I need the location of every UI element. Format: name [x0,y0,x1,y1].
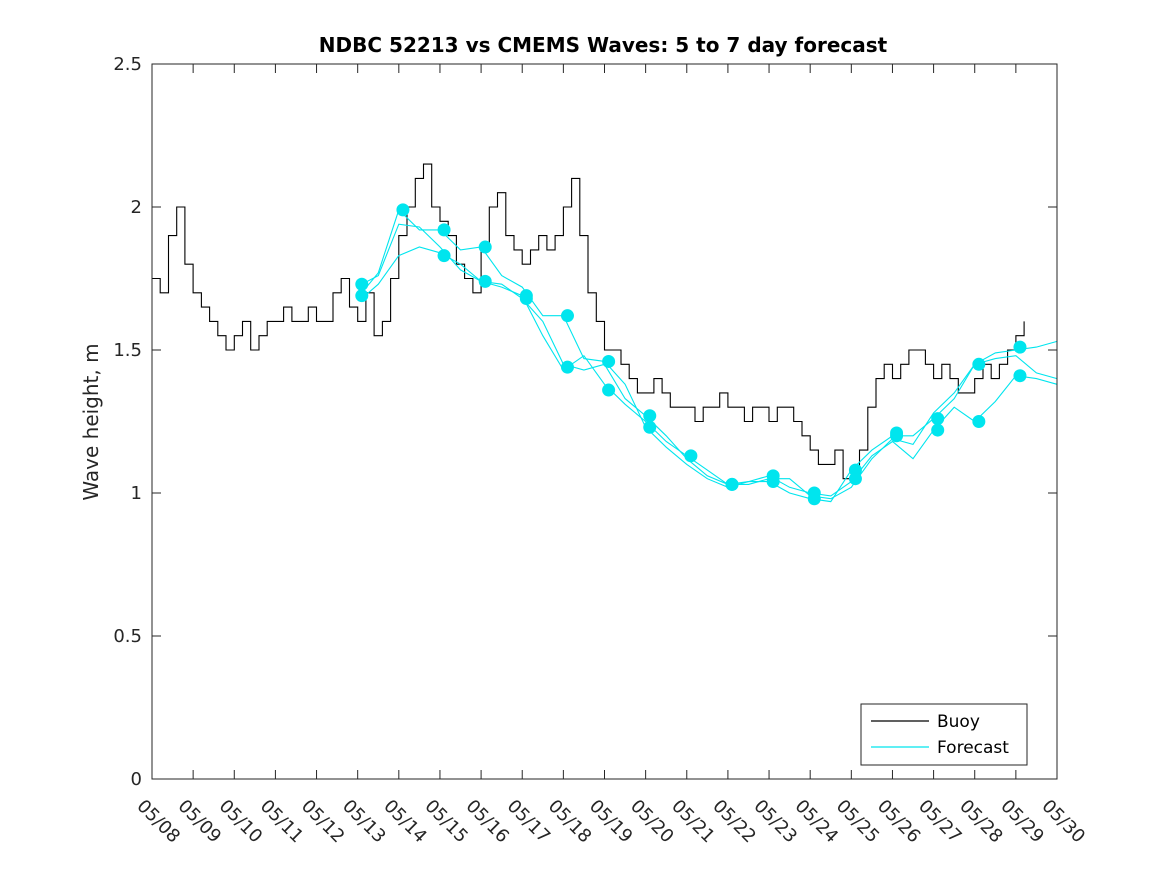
forecast-marker [972,357,986,371]
forecast-marker [560,360,574,374]
y-tick-label: 1.5 [113,340,142,361]
plot-background [152,64,1057,779]
forecast-marker [972,415,986,428]
y-axis-title: Wave height, m [79,343,103,500]
forecast-series-line-1 [361,223,1058,500]
forecast-marker [355,289,369,303]
forecast-marker [437,249,451,263]
forecast-marker [643,409,657,423]
y-tick-label: 2 [131,197,142,218]
legend-label-forecast: Forecast [937,738,1009,758]
plot-area: 00.511.522.505/0805/0905/1005/1105/1205/… [113,54,1089,847]
forecast-marker [478,274,492,288]
legend-box [860,703,1028,766]
forecast-marker [602,354,616,368]
forecast-marker [766,475,780,489]
y-tick-label: 1 [131,483,142,504]
axes-frame [151,63,1058,780]
forecast-marker [931,423,945,437]
forecast-marker [519,292,533,306]
y-tick-label: 2.5 [113,54,142,75]
forecast-marker [807,492,821,506]
forecast-marker [602,383,616,397]
buoy-series-line [152,163,1025,480]
forecast-marker [931,412,945,426]
forecast-marker [1013,340,1027,354]
forecast-series-line-3 [361,208,1058,503]
forecast-marker [848,472,862,486]
forecast-marker [890,429,904,443]
forecast-marker [684,449,698,463]
forecast-marker [396,203,410,217]
y-tick-label: 0.5 [113,626,142,647]
chart-title: NDBC 52213 vs CMEMS Waves: 5 to 7 day fo… [319,33,888,57]
y-tick-label: 0 [131,769,142,790]
forecast-marker [725,477,739,491]
forecast-marker [560,309,574,323]
forecast-marker [437,223,451,237]
legend-label-buoy: Buoy [937,712,980,732]
forecast-marker [478,240,492,254]
forecast-marker [355,277,369,291]
forecast-marker [643,420,657,434]
forecast-marker [1013,369,1027,383]
